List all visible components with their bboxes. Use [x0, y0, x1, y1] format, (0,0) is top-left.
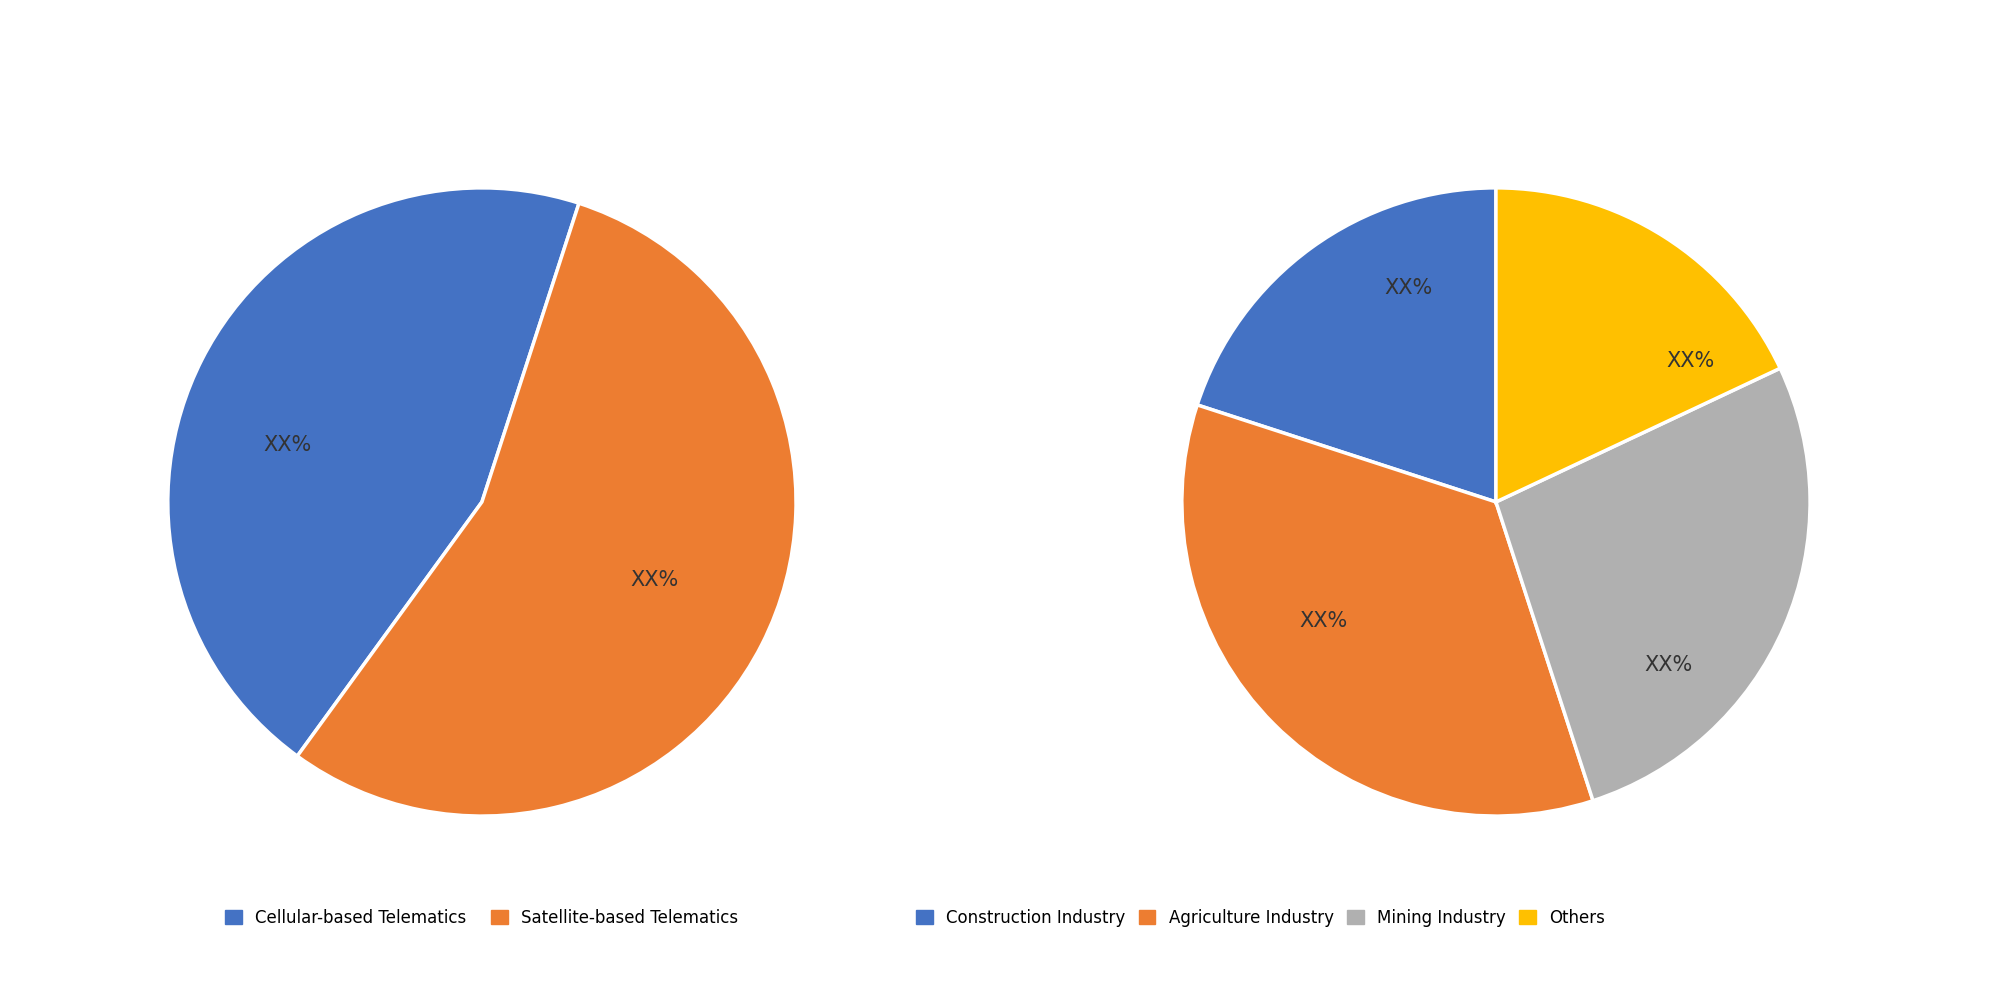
Text: Email: sales@theindustrystats.com: Email: sales@theindustrystats.com	[743, 949, 1044, 964]
Text: XX%: XX%	[1383, 278, 1431, 298]
Wedge shape	[297, 203, 795, 816]
Text: Fig. Global Construction Equipment Telematics Market Share by Product Types & Ap: Fig. Global Construction Equipment Telem…	[24, 40, 1333, 65]
Legend: Construction Industry, Agriculture Industry, Mining Industry, Others: Construction Industry, Agriculture Indus…	[909, 902, 1612, 933]
Text: XX%: XX%	[1644, 655, 1692, 675]
Wedge shape	[1196, 188, 1495, 502]
Wedge shape	[1495, 188, 1780, 502]
Text: XX%: XX%	[1666, 351, 1714, 371]
Text: XX%: XX%	[1299, 611, 1347, 631]
Text: Source: Theindustrystats Analysis: Source: Theindustrystats Analysis	[20, 949, 313, 964]
Legend: Cellular-based Telematics, Satellite-based Telematics: Cellular-based Telematics, Satellite-bas…	[219, 902, 745, 933]
Wedge shape	[169, 188, 578, 756]
Text: Website: www.theindustrystats.com: Website: www.theindustrystats.com	[1425, 949, 1736, 964]
Text: XX%: XX%	[263, 435, 311, 455]
Text: XX%: XX%	[630, 571, 678, 590]
Wedge shape	[1495, 368, 1808, 801]
Wedge shape	[1182, 405, 1592, 816]
